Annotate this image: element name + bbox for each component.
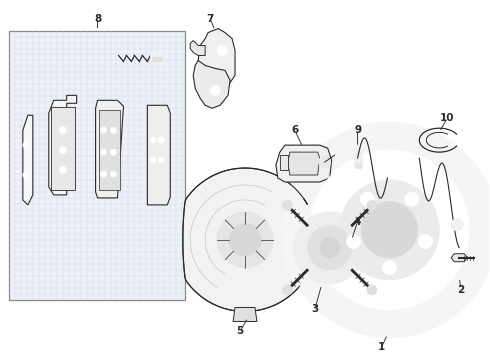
Circle shape (158, 137, 164, 143)
Text: 9: 9 (354, 125, 361, 135)
Polygon shape (276, 145, 332, 182)
Polygon shape (190, 41, 205, 55)
Circle shape (23, 142, 29, 148)
Polygon shape (233, 307, 257, 321)
Circle shape (308, 226, 352, 270)
Circle shape (405, 192, 418, 206)
Circle shape (346, 234, 361, 248)
Circle shape (217, 45, 227, 55)
Circle shape (59, 147, 66, 154)
Text: 5: 5 (236, 327, 244, 336)
Bar (354, 148, 362, 166)
Circle shape (229, 224, 261, 256)
Text: 8: 8 (94, 14, 101, 24)
Circle shape (319, 238, 340, 258)
Polygon shape (49, 95, 76, 195)
Circle shape (150, 157, 156, 163)
Polygon shape (280, 155, 288, 170)
Circle shape (360, 192, 374, 206)
Circle shape (23, 172, 29, 178)
Circle shape (100, 171, 106, 177)
Circle shape (111, 149, 117, 155)
Text: 4: 4 (354, 217, 361, 227)
Polygon shape (198, 28, 235, 85)
Circle shape (294, 212, 366, 284)
Bar (9, 31, 185, 300)
Circle shape (217, 212, 273, 268)
Polygon shape (147, 105, 171, 205)
Circle shape (367, 285, 377, 295)
Bar (152, 58, 162, 62)
Circle shape (158, 157, 164, 163)
Circle shape (100, 149, 106, 155)
Circle shape (367, 201, 377, 211)
Polygon shape (51, 107, 74, 190)
Circle shape (418, 234, 432, 248)
Text: 10: 10 (440, 113, 454, 123)
Circle shape (383, 261, 396, 275)
Circle shape (111, 171, 117, 177)
Text: 1: 1 (378, 342, 385, 352)
Text: 6: 6 (291, 125, 298, 135)
Circle shape (150, 137, 156, 143)
Text: 7: 7 (206, 14, 214, 24)
Polygon shape (288, 152, 319, 175)
Circle shape (282, 200, 377, 296)
Circle shape (59, 127, 66, 134)
Circle shape (362, 202, 417, 258)
Polygon shape (96, 100, 123, 198)
Circle shape (340, 180, 439, 280)
Circle shape (111, 127, 117, 133)
Polygon shape (98, 110, 121, 190)
Circle shape (282, 285, 293, 295)
Polygon shape (451, 254, 467, 262)
Circle shape (282, 122, 490, 337)
Circle shape (451, 219, 463, 231)
Circle shape (210, 85, 220, 95)
Circle shape (282, 201, 293, 211)
Circle shape (59, 167, 66, 174)
Bar (150, 54, 164, 64)
Bar (355, 163, 361, 168)
Circle shape (318, 156, 331, 168)
Text: 2: 2 (458, 284, 465, 294)
Text: 3: 3 (311, 305, 318, 315)
Polygon shape (183, 168, 317, 311)
Polygon shape (193, 60, 230, 108)
Circle shape (100, 127, 106, 133)
Polygon shape (23, 115, 33, 205)
Circle shape (310, 150, 469, 310)
